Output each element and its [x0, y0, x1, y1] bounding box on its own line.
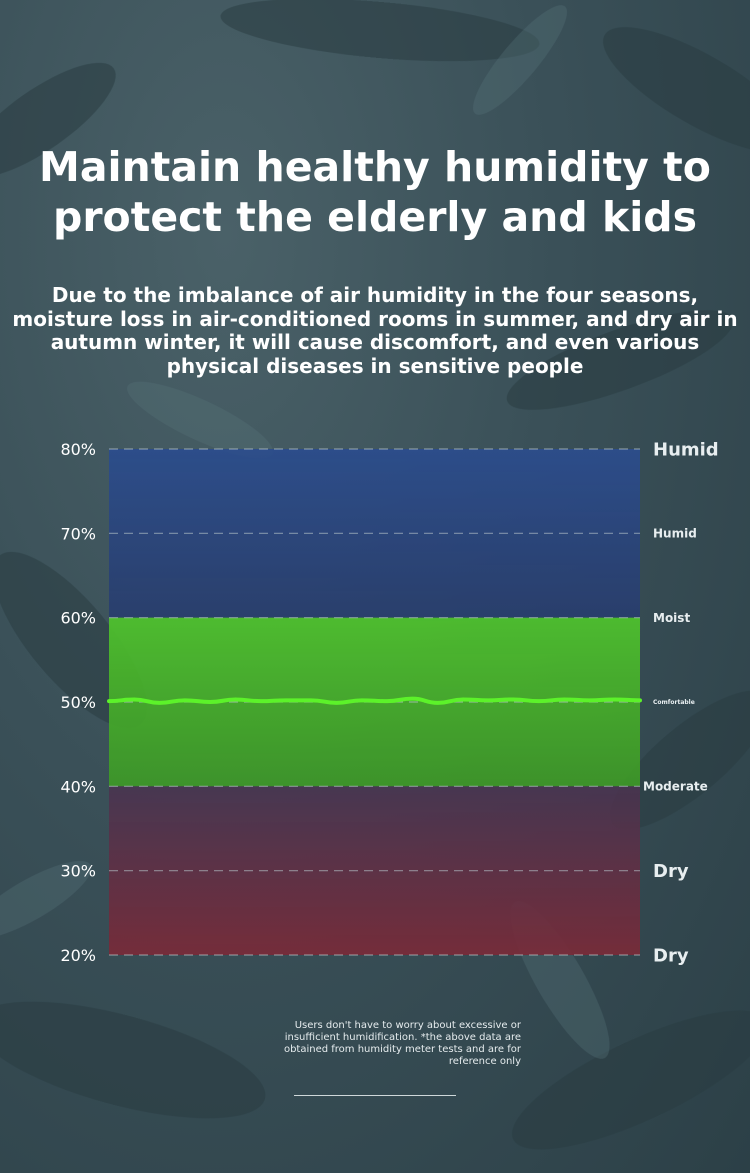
y-tick-label: 40% [60, 777, 96, 796]
zone-label: Humid [653, 527, 697, 541]
zone-label: Dry [653, 861, 689, 882]
y-tick-label: 50% [60, 693, 96, 712]
page-headline: Maintain healthy humidity to protect the… [39, 143, 711, 241]
humidity-zone-chart: 20% 30% 40% 50% 60% 70% 80% Humid Humid Moist Com… [60, 439, 719, 966]
zone-label: Comfortable [653, 699, 695, 706]
y-tick-label: 70% [60, 524, 96, 543]
y-tick-label: 60% [60, 609, 96, 628]
y-tick-label: 30% [60, 862, 96, 881]
footnote-text: Users don't have to worry about excessiv… [283, 1020, 521, 1067]
zone-label: Moist [653, 611, 690, 625]
y-tick-label: 80% [60, 440, 96, 459]
zone-label: Humid [653, 439, 719, 460]
divider-line [294, 1095, 456, 1096]
y-tick-label: 20% [60, 946, 96, 965]
zone-label: Moderate [643, 780, 708, 794]
humidity-series-line [107, 696, 642, 705]
intro-paragraph: Due to the imbalance of air humidity in … [12, 283, 738, 378]
zone-label: Dry [653, 945, 689, 966]
